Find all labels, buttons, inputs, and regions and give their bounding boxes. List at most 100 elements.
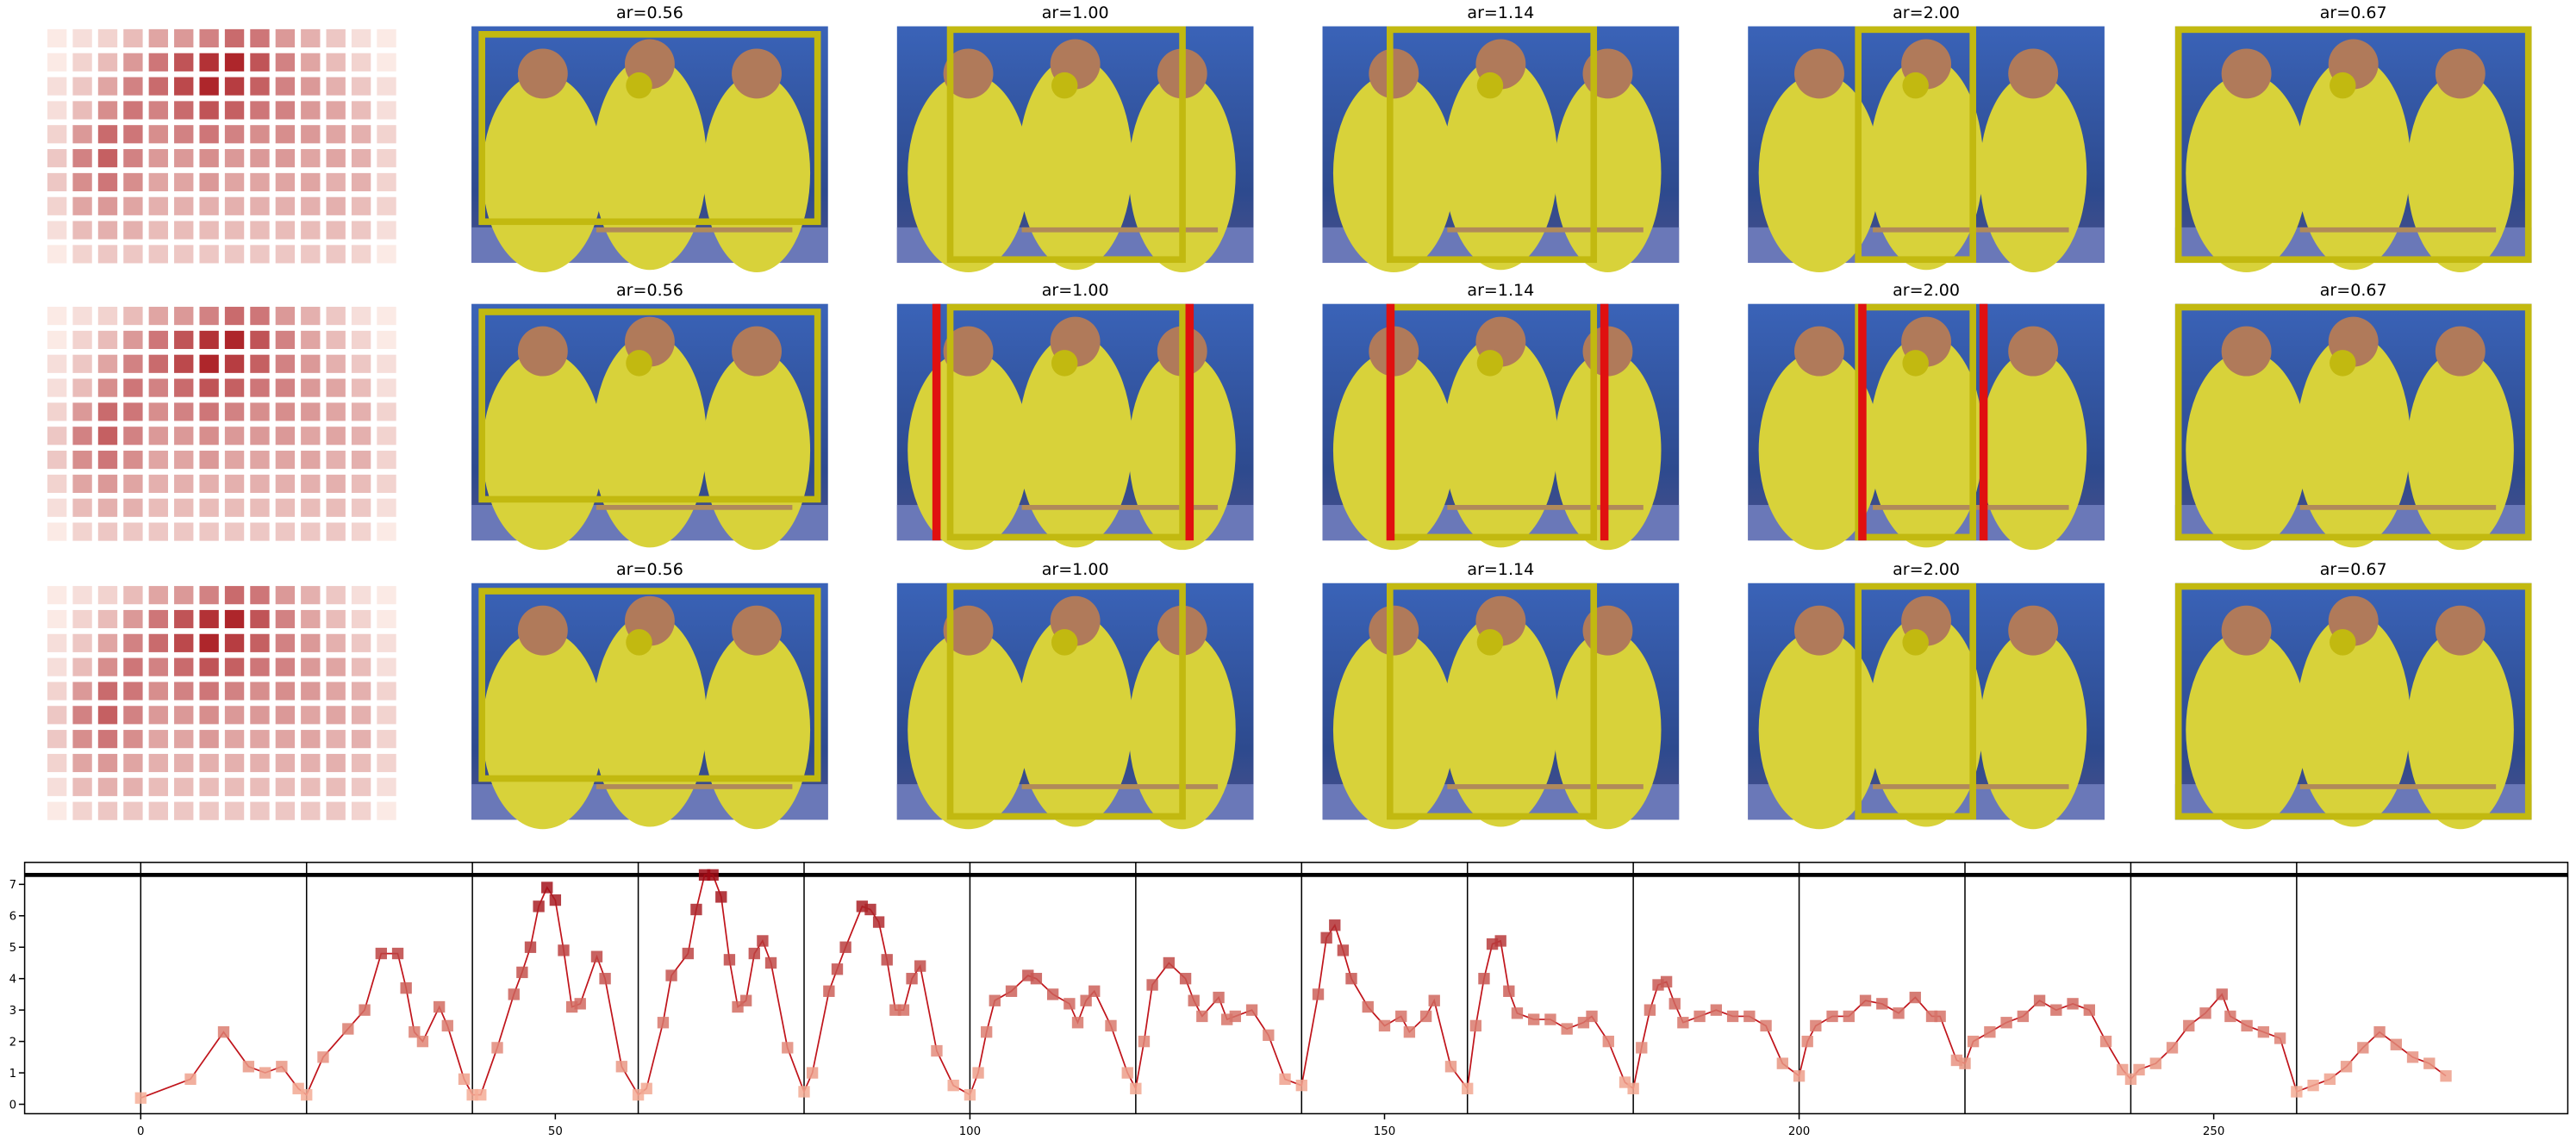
player-body [1758,73,1881,273]
heat-cell [123,682,143,701]
player-head [1794,605,1844,656]
y-tick-label: 1 [9,1068,16,1081]
heat-cell [351,221,371,240]
heat-cell [351,706,371,725]
heat-cell [250,498,270,517]
heat-cell [275,427,296,445]
marker [764,956,777,969]
heat-cell [250,609,270,629]
heat-cell [123,125,143,144]
marker [2216,988,2228,1000]
marker [823,985,835,997]
heat-cell [148,730,168,749]
heat-cell [250,451,270,470]
photo-stick [1021,784,1219,789]
player-body [908,351,1029,551]
marker [2166,1042,2179,1054]
heat-cell [275,451,296,470]
x-tick-label: 200 [1788,1125,1810,1138]
marker [375,947,387,960]
marker [1561,1023,1573,1035]
player-body [2406,630,2514,830]
x-tick-label: 250 [2203,1125,2224,1138]
y-tick-label: 7 [9,879,16,892]
marker [831,963,844,975]
heat-cell [72,427,92,445]
marker [549,894,562,906]
bbox [946,26,1186,264]
heat-cell [250,125,270,144]
heat-cell [199,522,219,541]
heat-cell [326,330,346,350]
heat-cell [47,706,67,725]
heat-cell [148,474,168,493]
marker [1005,985,1018,997]
photo-stick [596,505,793,510]
heat-cell [301,307,321,326]
heat-cell [97,307,118,326]
heat-cell [275,657,296,676]
marker [2124,1073,2137,1086]
heat-cell [148,657,168,676]
marker [1544,1013,1556,1025]
marker [1229,1010,1241,1023]
heat-cell [250,172,270,192]
player-body [702,351,811,551]
marker [1121,1067,1133,1079]
heat-cell [97,221,118,240]
marker [931,1044,943,1057]
heat-cell [148,378,168,397]
heat-cell [377,53,396,72]
marker [1263,1029,1275,1041]
photo-stick [1021,227,1219,233]
heat-cell [377,633,396,652]
plot-frame [23,862,2569,1115]
heat-cell [377,730,396,749]
photo-stick [1447,784,1644,789]
player-body [702,73,811,273]
heat-cell [123,28,143,48]
heat-cell [123,149,143,168]
heat-cell [199,682,219,701]
panel-title: ar=1.00 [1042,560,1109,579]
player-head [1369,48,1419,99]
heat-cell [224,28,245,48]
photo [2174,582,2532,830]
x-tick-label: 150 [1374,1125,1395,1138]
heat-cell [250,196,270,215]
player-body [592,334,708,548]
heat-cell [301,801,321,820]
x-tick-label: 50 [548,1125,563,1138]
heat-cell [199,245,219,264]
heat-cell [97,101,118,120]
heat-cell [351,53,371,72]
heat-cell [351,101,371,120]
marker [798,1086,810,1098]
heat-cell [72,522,92,541]
heat-cell [148,801,168,820]
marker [516,966,528,979]
marker [1528,1013,1540,1025]
marker [1469,1019,1482,1032]
marker [1345,973,1357,985]
heat-cell [351,451,371,470]
heat-cell [301,609,321,629]
marker [1934,1010,1946,1023]
heat-cell [72,451,92,470]
marker [739,994,752,1006]
heat-cell [326,657,346,676]
player-head [2008,605,2059,656]
heat-cell [72,330,92,350]
heat-cell [351,354,371,373]
heat-cell [326,172,346,192]
photo [471,26,828,273]
heat-cell [47,125,67,144]
heat-cell [199,609,219,629]
player-body [592,57,708,271]
heat-cell [123,402,143,421]
keypoint [1902,72,1929,99]
heat-cell [174,474,194,493]
heat-cell [47,730,67,749]
heat-cell [224,427,245,445]
